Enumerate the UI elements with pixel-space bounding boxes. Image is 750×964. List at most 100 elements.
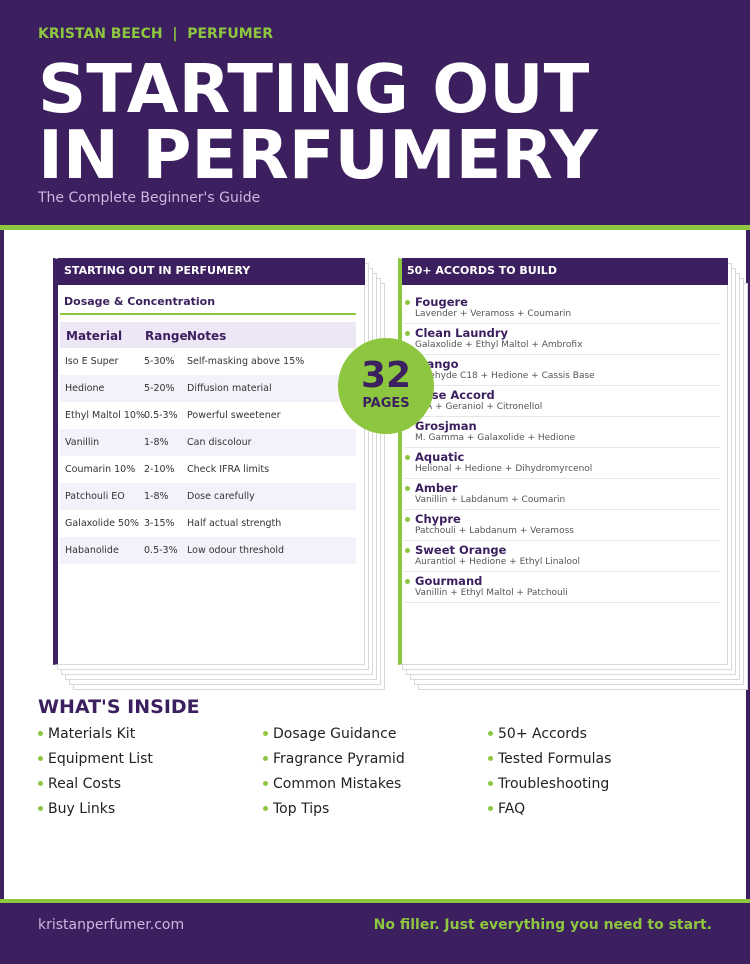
badge-label: PAGES	[362, 396, 410, 411]
bullet	[263, 756, 268, 761]
bullet	[38, 781, 43, 786]
page-heading: STARTING OUT IN PERFUMERY	[64, 264, 251, 277]
accord-ingredients: M. Gamma + Galaxolide + Hedione	[415, 433, 576, 443]
column-header: Range	[145, 329, 188, 343]
feature-item: Fragrance Pyramid	[273, 751, 405, 767]
table-cell: Patchouli EO	[65, 491, 125, 502]
accord-ingredients: Aldehyde C18 + Hedione + Cassis Base	[415, 371, 595, 381]
table-row: Patchouli EO 1-8% Dose carefully	[60, 483, 356, 510]
table-cell: Can discolour	[187, 437, 252, 448]
table-cell: Hedione	[65, 383, 105, 394]
feature-item: Top Tips	[273, 801, 330, 817]
bullet	[405, 331, 410, 336]
accord-name: Sweet Orange	[415, 543, 507, 557]
footer-url: kristanperfumer.com	[38, 917, 185, 933]
accord-ingredients: Patchouli + Labdanum + Veramoss	[415, 526, 574, 536]
bullet	[405, 579, 410, 584]
bullet	[263, 731, 268, 736]
section-title: Dosage & Concentration	[64, 295, 216, 308]
accord-name: Gourmand	[415, 574, 483, 588]
accord-name: Rose Accord	[415, 388, 495, 402]
badge: 32 PAGES	[338, 338, 434, 434]
accord-ingredients: Vanillin + Ethyl Maltol + Patchouli	[415, 588, 568, 598]
bullet	[263, 806, 268, 811]
feature-item: Dosage Guidance	[273, 726, 397, 742]
accord-ingredients: Lavender + Veramoss + Coumarin	[415, 309, 572, 319]
table-cell: 0.5-3%	[144, 410, 178, 421]
bullet	[263, 781, 268, 786]
table-cell: Iso E Super	[65, 356, 119, 367]
bullet	[488, 731, 493, 736]
table-cell: Vanillin	[65, 437, 100, 448]
accord-name: Clean Laundry	[415, 326, 508, 340]
table-cell: 1-8%	[144, 437, 169, 448]
bullet	[405, 548, 410, 553]
bullet	[405, 455, 410, 460]
bullet	[488, 756, 493, 761]
subtitle: The Complete Beginner's Guide	[38, 190, 261, 206]
bullet	[38, 806, 43, 811]
table-row: Ethyl Maltol 10% 0.5-3% Powerful sweetener	[60, 402, 356, 429]
bullet	[405, 486, 410, 491]
feature-item: FAQ	[498, 801, 526, 817]
table-cell: Coumarin 10%	[65, 464, 136, 475]
accord-item: Rose Accord PEA + Geraniol + Citronellol	[404, 386, 720, 417]
feature-item: 50+ Accords	[498, 726, 587, 742]
feature-item: Real Costs	[48, 776, 122, 792]
feature-item: Common Mistakes	[273, 776, 402, 792]
feature-item: Troubleshooting	[498, 776, 610, 792]
page-heading: 50+ ACCORDS TO BUILD	[407, 264, 557, 277]
table-cell: 3-15%	[144, 518, 175, 529]
underline	[60, 313, 356, 315]
accord-name: Aquatic	[415, 450, 465, 464]
table-cell: Dose carefully	[187, 491, 255, 502]
bullet	[38, 756, 43, 761]
bullet	[405, 517, 410, 522]
table-cell: Half actual strength	[187, 518, 282, 529]
feature-item: Materials Kit	[48, 726, 136, 742]
table-cell: Check IFRA limits	[187, 464, 270, 475]
table-row: Vanillin 1-8% Can discolour	[60, 429, 356, 456]
feature-item: Tested Formulas	[498, 751, 612, 767]
accord-item: Clean Laundry Galaxolide + Ethyl Maltol +…	[404, 324, 720, 355]
section-title: WHAT'S INSIDE	[38, 696, 200, 718]
badge-number: 32	[360, 355, 412, 396]
accord-item: Fougere Lavender + Veramoss + Coumarin	[404, 293, 720, 324]
page-header-bar	[58, 258, 365, 285]
table-row: Iso E Super 5-30% Self-masking above 15%	[60, 348, 356, 375]
accord-ingredients: Aurantiol + Hedione + Ethyl Linalool	[415, 557, 580, 567]
page-header-bar	[402, 258, 728, 285]
accord-name: Chypre	[415, 512, 461, 526]
accord-ingredients: Vanillin + Labdanum + Coumarin	[415, 495, 566, 505]
accord-name: Fougere	[415, 295, 468, 309]
table-cell: Diffusion material	[187, 383, 272, 394]
bullet	[488, 781, 493, 786]
table-row: Coumarin 10% 2-10% Check IFRA limits	[60, 456, 356, 483]
bullet	[405, 300, 410, 305]
accord-name: Grosjman	[415, 419, 477, 433]
footer-tagline: No filler. Just everything you need to s…	[373, 917, 712, 933]
table-cell: Galaxolide 50%	[65, 518, 140, 529]
table-cell: 2-10%	[144, 464, 175, 475]
green-stripe	[0, 899, 750, 903]
accord-item: Sweet Orange Aurantiol + Hedione + Ethyl …	[404, 541, 720, 572]
bullet	[488, 806, 493, 811]
table-header: Material Range Notes	[60, 322, 356, 348]
accord-item: Gourmand Vanillin + Ethyl Maltol + Patcho…	[404, 572, 720, 603]
bullet	[38, 731, 43, 736]
green-stripe	[0, 225, 750, 230]
table-row: Galaxolide 50% 3-15% Half actual strength	[60, 510, 356, 537]
right-page	[398, 258, 728, 665]
accord-name: Amber	[415, 481, 458, 495]
accord-ingredients: PEA + Geraniol + Citronellol	[415, 402, 543, 412]
title-line: IN PERFUMERY	[38, 116, 598, 194]
table-cell: Self-masking above 15%	[187, 356, 305, 367]
table-row: Hedione 5-20% Diffusion material	[60, 375, 356, 402]
accord-ingredients: Galaxolide + Ethyl Maltol + Ambrofix	[415, 340, 583, 350]
accord-item: Chypre Patchouli + Labdanum + Veramoss	[404, 510, 720, 541]
table-cell: Low odour threshold	[187, 545, 285, 556]
accord-ingredients: Helional + Hedione + Dihydromyrcenol	[415, 464, 593, 474]
title: STARTING OUT IN PERFUMERY	[38, 56, 598, 194]
column-header: Material	[66, 329, 123, 343]
accord-item: Mango Aldehyde C18 + Hedione + Cassis Bas…	[404, 355, 720, 386]
